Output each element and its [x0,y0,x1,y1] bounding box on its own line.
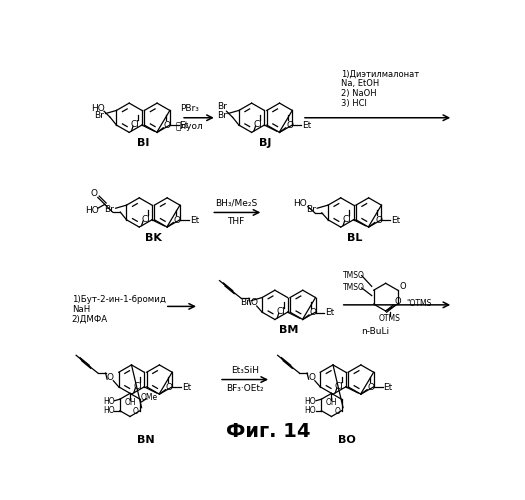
Text: Et: Et [180,121,189,130]
Text: HO: HO [85,206,99,215]
Text: O: O [250,298,257,308]
Text: OH: OH [326,398,337,407]
Text: 1)Бут-2-ин-1-бромид: 1)Бут-2-ин-1-бромид [72,295,166,304]
Text: HO: HO [103,406,115,415]
Text: Et: Et [190,216,199,224]
Text: HO: HO [103,397,115,406]
Text: Br: Br [217,110,227,120]
Text: HO: HO [293,199,307,208]
Text: O: O [400,282,406,291]
Text: Cl: Cl [141,215,150,224]
Text: O: O [286,121,293,130]
Text: NaH: NaH [72,305,90,314]
Text: BM: BM [279,326,299,336]
Text: O: O [90,189,98,198]
Text: BN: BN [136,436,154,446]
Text: 2)ДМФА: 2)ДМФА [72,315,108,324]
Text: Et: Et [302,121,311,130]
Text: Cl: Cl [342,215,351,224]
Text: O: O [334,406,340,416]
Text: Cl: Cl [335,382,344,391]
Text: Cl: Cl [133,382,142,391]
Text: Br: Br [217,102,227,111]
Text: OH: OH [124,398,136,407]
Text: HO: HO [91,104,104,112]
Text: BK: BK [145,233,162,243]
Text: Na, EtOH: Na, EtOH [341,79,379,88]
Text: Et: Et [383,383,393,392]
Text: O: O [308,373,315,382]
Text: O: O [174,216,181,224]
Text: O: O [394,296,401,306]
Text: HO: HO [304,397,317,406]
Text: 3) HCl: 3) HCl [341,100,366,108]
Text: BH₃/Me₂S: BH₃/Me₂S [215,198,257,207]
Text: n-BuLi: n-BuLi [362,326,390,336]
Text: BL: BL [347,233,362,243]
Text: Br: Br [104,206,114,214]
Text: 䈮луол: 䈮луол [176,122,204,132]
Text: Et₃SiH: Et₃SiH [232,366,259,375]
Text: BO: BO [338,436,356,446]
Text: HO: HO [304,406,317,415]
Text: O: O [166,383,173,392]
Text: O: O [107,373,114,382]
Text: PBr₃: PBr₃ [180,104,199,113]
Text: BJ: BJ [259,138,272,148]
Text: Cl: Cl [131,120,140,129]
Text: BI: BI [137,138,149,148]
Text: Et: Et [326,308,334,317]
Text: Et: Et [182,383,191,392]
Text: OTMS: OTMS [379,314,401,323]
Text: O: O [309,308,317,317]
Text: Br: Br [240,298,250,306]
Text: Et: Et [391,216,401,224]
Text: TMSO: TMSO [343,284,365,292]
Text: Cl: Cl [277,308,286,316]
Text: THF: THF [227,217,245,226]
Text: "OTMS: "OTMS [407,299,432,308]
Text: O: O [164,121,171,130]
Text: O: O [368,383,374,392]
Text: Br: Br [94,110,104,120]
Text: O: O [133,406,139,416]
Text: 2) NaOH: 2) NaOH [341,90,376,98]
Text: O: O [375,216,382,224]
Text: Br: Br [306,206,316,214]
Text: Фиг. 14: Фиг. 14 [226,422,311,442]
Text: Cl: Cl [254,120,262,129]
Text: 1)Диэтилмалонат: 1)Диэтилмалонат [341,69,419,78]
Text: OMe: OMe [141,393,158,402]
Text: BF₃·OEt₂: BF₃·OEt₂ [227,384,264,394]
Text: TMSO: TMSO [343,271,365,280]
